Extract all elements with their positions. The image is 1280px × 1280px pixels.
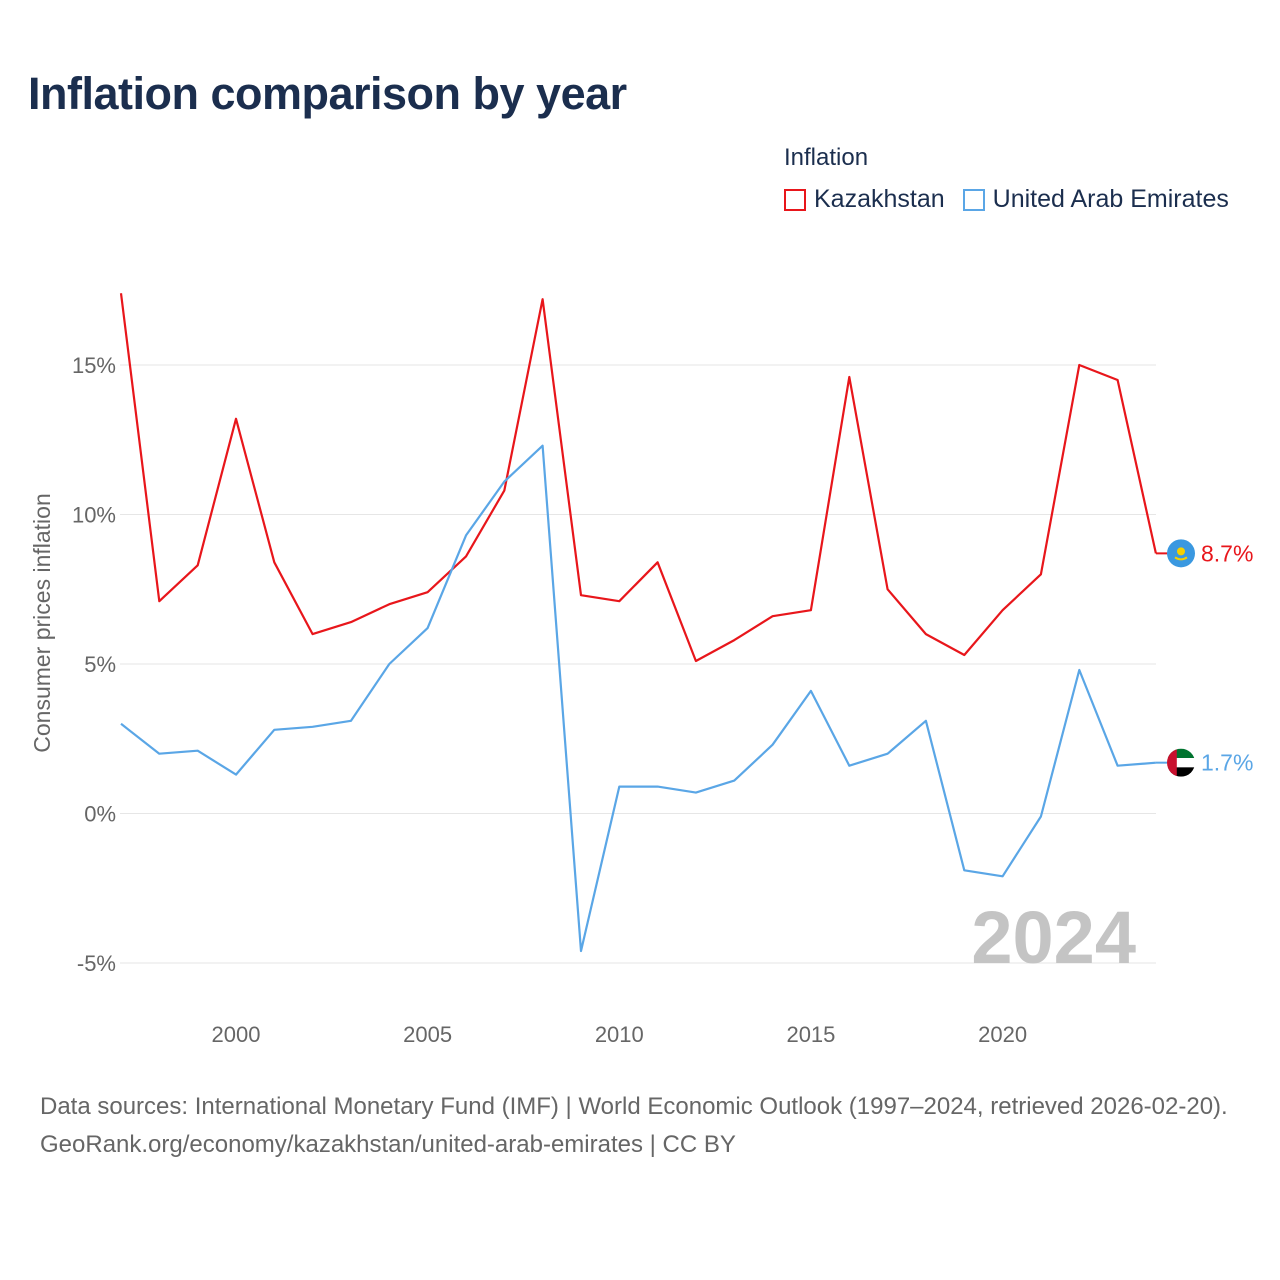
flag-stripe [1167, 748, 1177, 777]
flag-stripe [1167, 758, 1195, 768]
chart-title: Inflation comparison by year [28, 68, 627, 119]
uae-flag-icon [1167, 748, 1195, 777]
legend: Kazakhstan United Arab Emirates [784, 185, 1247, 214]
x-tick-label: 2005 [403, 1022, 452, 1047]
y-tick-label: 5% [84, 652, 116, 677]
legend-item-uae[interactable]: United Arab Emirates [962, 185, 1229, 214]
legend-label-uae: United Arab Emirates [992, 185, 1229, 213]
legend-label-kazakhstan: Kazakhstan [814, 185, 945, 213]
footer-sources: Data sources: International Monetary Fun… [40, 1093, 1228, 1120]
line-chart: 15% 10% 5% 0% -5% 2000 2005 2010 2015 2020 Consume… [29, 293, 1253, 1047]
x-tick-label: 2000 [212, 1022, 261, 1047]
flag-stripe [1167, 767, 1195, 777]
footer: Data sources: International Monetary Fun… [40, 1088, 1250, 1164]
legend-item-kazakhstan[interactable]: Kazakhstan [784, 185, 945, 214]
series-line-uae [120, 444, 1156, 953]
x-tick-label: 2020 [978, 1022, 1027, 1047]
year-watermark: 2024 [971, 896, 1136, 979]
legend-swatch-uae [962, 188, 985, 211]
y-tick-label: 15% [72, 353, 116, 378]
y-axis-label: Consumer prices inflation [29, 493, 55, 753]
x-tick-label: 2010 [595, 1022, 644, 1047]
flag-sun [1177, 547, 1185, 556]
legend-swatch-kazakhstan [784, 188, 806, 211]
end-value-label: 1.7% [1201, 750, 1253, 776]
series-line-kazakhstan [119, 293, 1157, 663]
flag-eagle [1174, 556, 1188, 561]
y-tick-label: -5% [77, 951, 116, 976]
footer-credit[interactable]: GeoRank.org/economy/kazakhstan/united-ar… [40, 1131, 736, 1158]
x-tick-label: 2015 [786, 1022, 835, 1047]
y-tick-label: 10% [72, 503, 116, 528]
legend-title: Inflation [784, 144, 869, 171]
flag-stripe [1167, 748, 1195, 759]
y-tick-label: 0% [84, 802, 116, 827]
end-value-label: 8.7% [1201, 540, 1253, 566]
